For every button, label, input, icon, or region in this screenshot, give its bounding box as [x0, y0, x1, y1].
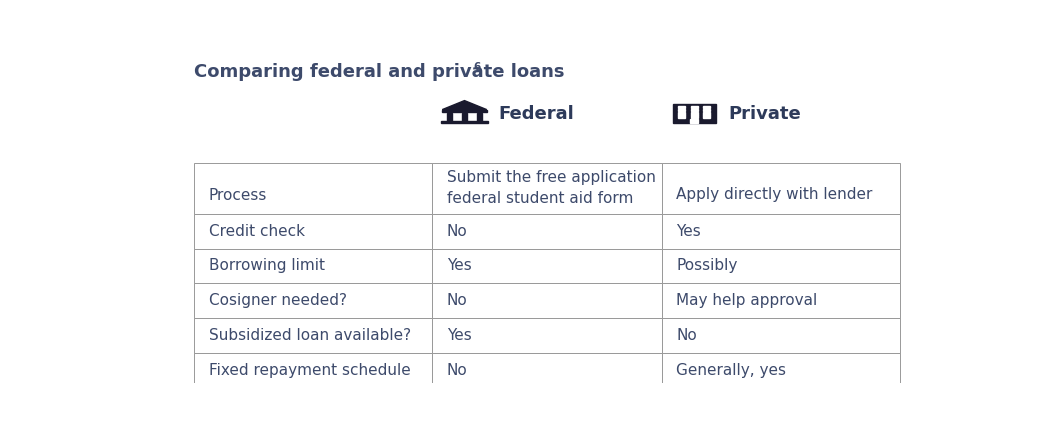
Bar: [476, 113, 482, 121]
Bar: [194, 163, 433, 214]
Bar: [678, 109, 685, 111]
Text: Yes: Yes: [676, 224, 701, 239]
Bar: [194, 318, 433, 353]
Text: Submit the free application
federal student aid form: Submit the free application federal stud…: [447, 170, 655, 206]
Bar: [691, 119, 698, 123]
Bar: [433, 318, 661, 353]
Bar: [678, 106, 685, 108]
Text: Credit check: Credit check: [209, 224, 305, 239]
Bar: [442, 110, 487, 112]
Text: No: No: [447, 224, 468, 239]
Text: No: No: [676, 328, 697, 343]
Bar: [691, 112, 698, 115]
Text: Generally, yes: Generally, yes: [676, 363, 786, 378]
Text: Borrowing limit: Borrowing limit: [209, 258, 324, 273]
Bar: [433, 214, 661, 249]
Bar: [441, 121, 488, 123]
Text: No: No: [447, 293, 468, 308]
Bar: [661, 318, 900, 353]
Bar: [661, 214, 900, 249]
Bar: [194, 249, 433, 283]
Bar: [661, 353, 900, 388]
Bar: [433, 283, 661, 318]
Bar: [433, 353, 661, 388]
Polygon shape: [442, 101, 487, 110]
Bar: [433, 249, 661, 283]
Text: 6: 6: [474, 62, 482, 72]
Text: Cosigner needed?: Cosigner needed?: [209, 293, 347, 308]
Bar: [703, 109, 710, 111]
Bar: [703, 112, 710, 115]
Text: Federal: Federal: [498, 105, 574, 123]
Bar: [194, 283, 433, 318]
Bar: [691, 106, 698, 108]
Bar: [661, 163, 900, 214]
Text: Possibly: Possibly: [676, 258, 737, 273]
Text: Private: Private: [728, 105, 801, 123]
Bar: [661, 249, 900, 283]
Bar: [703, 106, 710, 108]
Bar: [433, 163, 661, 214]
Bar: [462, 113, 467, 121]
Bar: [703, 115, 710, 118]
Text: Yes: Yes: [447, 328, 471, 343]
Text: May help approval: May help approval: [676, 293, 817, 308]
Bar: [194, 214, 433, 249]
Text: Fixed repayment schedule: Fixed repayment schedule: [209, 363, 411, 378]
Bar: [678, 112, 685, 115]
Bar: [691, 109, 698, 111]
Text: Subsidized loan available?: Subsidized loan available?: [209, 328, 411, 343]
Bar: [673, 104, 716, 123]
Text: Apply directly with lender: Apply directly with lender: [676, 187, 873, 202]
Text: Comparing federal and private loans: Comparing federal and private loans: [194, 63, 565, 81]
Bar: [691, 115, 698, 118]
Text: No: No: [447, 363, 468, 378]
Bar: [678, 115, 685, 118]
Bar: [447, 113, 452, 121]
Bar: [661, 283, 900, 318]
Bar: [194, 353, 433, 388]
Text: Process: Process: [209, 188, 267, 203]
Text: Yes: Yes: [447, 258, 471, 273]
